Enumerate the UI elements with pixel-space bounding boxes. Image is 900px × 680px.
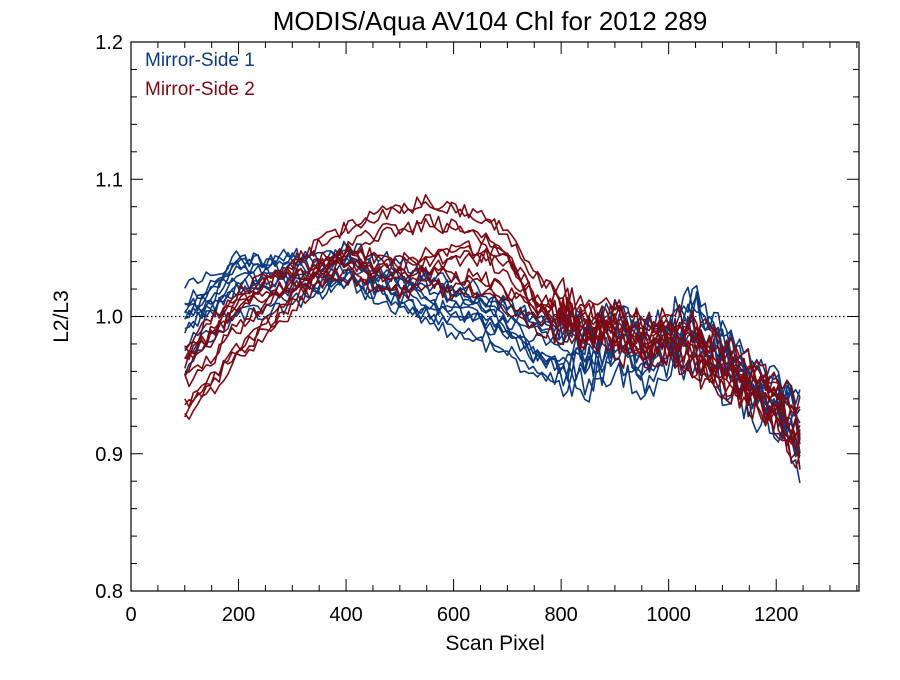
mirror-side-2-curve — [184, 267, 801, 438]
x-tick-label: 1200 — [754, 604, 799, 626]
x-axis-label: Scan Pixel — [445, 632, 544, 655]
mirror-side-2-curve — [184, 240, 801, 451]
y-tick-label: 1.2 — [95, 32, 123, 54]
chart-marks — [131, 194, 859, 484]
mirror-side-2-curve — [184, 252, 801, 469]
y-tick-label: 1.1 — [95, 169, 123, 191]
x-tick-label: 1000 — [646, 604, 691, 626]
x-tick-label: 800 — [544, 604, 577, 626]
mirror-side-2-curve — [184, 196, 801, 445]
x-tick-label: 400 — [329, 604, 362, 626]
y-tick-label: 0.8 — [95, 581, 123, 603]
mirror-side-2-curve — [184, 248, 801, 470]
y-tick-label: 1.0 — [95, 307, 123, 329]
mirror-side-1-curve — [184, 250, 801, 417]
x-tick-label: 0 — [125, 604, 136, 626]
legend-mirror-side-1: Mirror-Side 1 — [145, 50, 255, 71]
axes: 0 200 400 600 800 1000 1200 0.8 0.9 1.0 1.1 1.2 — [95, 32, 860, 626]
mirror-side-1-curve — [184, 241, 801, 405]
x-tick-label: 600 — [437, 604, 470, 626]
legend-mirror-side-2: Mirror-Side 2 — [145, 79, 255, 100]
y-tick-label: 0.9 — [95, 444, 123, 466]
y-axis-label: L2/L3 — [50, 290, 73, 343]
mirror-side-2-curve — [184, 257, 801, 416]
x-tick-label: 200 — [222, 604, 255, 626]
mirror-side-2-curve — [184, 218, 801, 460]
mirror-side-1-curve — [184, 248, 801, 398]
chart-title: MODIS/Aqua AV104 Chl for 2012 289 — [273, 6, 708, 36]
